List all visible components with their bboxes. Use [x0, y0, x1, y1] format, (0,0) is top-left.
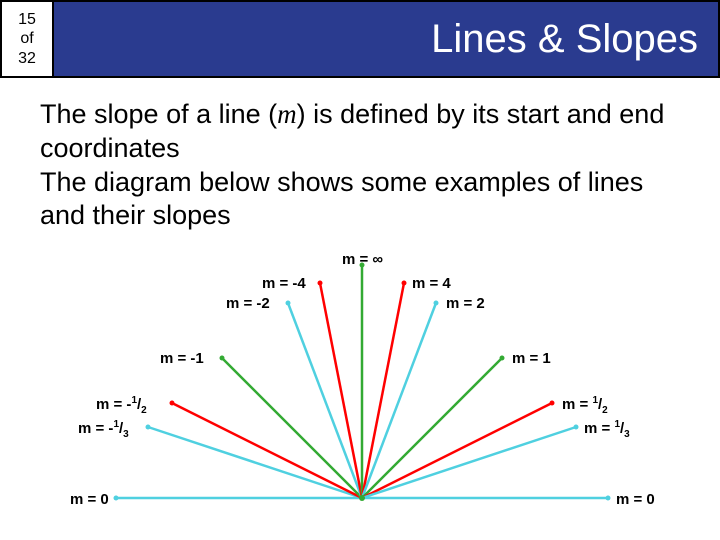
slope-label-mneg4: m = -4 — [262, 275, 306, 292]
body-text: The slope of a line (m) is defined by it… — [0, 78, 720, 243]
slope-lines-svg — [0, 243, 720, 523]
slope-label-m2: m = 2 — [446, 295, 485, 312]
endpoint-dot-m1_3 — [574, 425, 579, 430]
slope-line-mneg1_2 — [172, 403, 362, 498]
endpoint-dot-m4 — [402, 281, 407, 286]
endpoint-dot-m2 — [434, 301, 439, 306]
slope-label-m0right: m = 0 — [616, 491, 655, 508]
endpoint-dot-mneg2 — [286, 301, 291, 306]
slope-label-mneg1_3: m = -1/3 — [78, 419, 129, 440]
slope-line-mneg2 — [288, 303, 362, 498]
slope-label-m4: m = 4 — [412, 275, 451, 292]
endpoint-dot-mneg1_2 — [170, 401, 175, 406]
para1-m: m — [277, 99, 297, 129]
endpoint-dot-mneg4 — [318, 281, 323, 286]
endpoint-dot-mneg1_3 — [146, 425, 151, 430]
slope-label-minf: m = ∞ — [342, 251, 383, 268]
slope-line-m2 — [362, 303, 436, 498]
paragraph-2: The diagram below shows some examples of… — [40, 166, 680, 234]
slope-line-m1 — [362, 358, 502, 498]
origin-dot — [359, 495, 365, 501]
page-counter: 15 of 32 — [2, 2, 54, 76]
page-of: of — [20, 29, 33, 48]
page-title: Lines & Slopes — [54, 2, 718, 76]
endpoint-dot-m1_2 — [550, 401, 555, 406]
page-current: 15 — [18, 10, 36, 29]
endpoint-dot-m1 — [500, 356, 505, 361]
slope-label-m0left: m = 0 — [70, 491, 109, 508]
slope-line-m1_2 — [362, 403, 552, 498]
slope-label-m1_3: m = 1/3 — [584, 419, 630, 440]
slope-line-mneg4 — [320, 283, 362, 498]
endpoint-dot-mneg1 — [220, 356, 225, 361]
slope-line-m1_3 — [362, 427, 576, 498]
slope-label-mneg1: m = -1 — [160, 350, 204, 367]
slope-label-mneg2: m = -2 — [226, 295, 270, 312]
slope-line-mneg1_3 — [148, 427, 362, 498]
slope-line-mneg1 — [222, 358, 362, 498]
endpoint-dot-m0right — [606, 496, 611, 501]
slope-line-m4 — [362, 283, 404, 498]
page-total: 32 — [18, 49, 36, 68]
slope-label-m1_2: m = 1/2 — [562, 395, 608, 416]
para1-pre: The slope of a line ( — [40, 99, 277, 129]
endpoint-dot-m0left — [114, 496, 119, 501]
slope-label-mneg1_2: m = -1/2 — [96, 395, 147, 416]
slope-diagram: m = 0 m = -1/3 m = -1/2 m = -1 m = -2 m = -4 m… — [0, 243, 720, 523]
slope-label-m1: m = 1 — [512, 350, 551, 367]
header-bar: 15 of 32 Lines & Slopes — [0, 0, 720, 78]
paragraph-1: The slope of a line (m) is defined by it… — [40, 98, 680, 166]
